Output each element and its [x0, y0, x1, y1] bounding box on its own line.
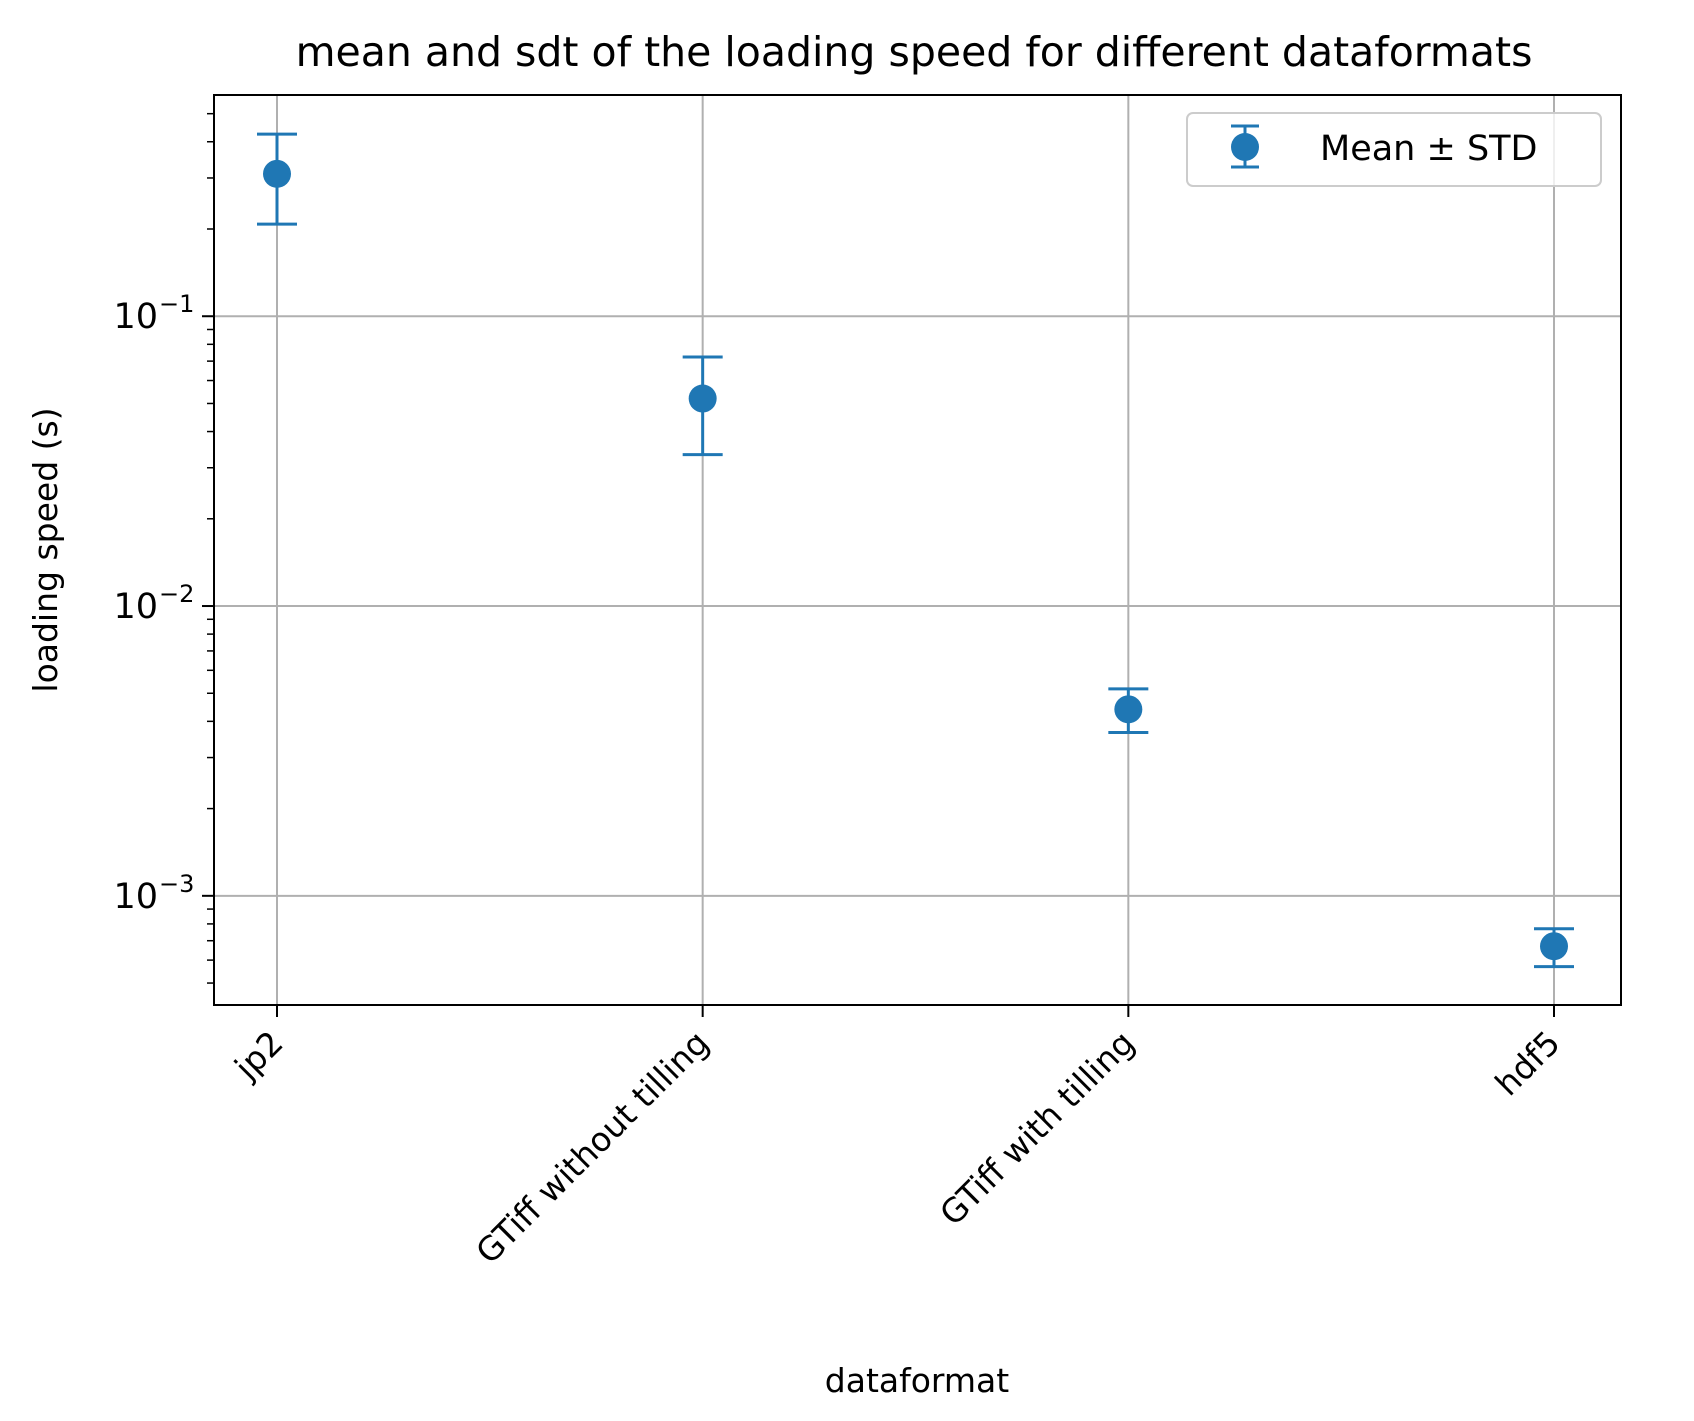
- chart-title: mean and sdt of the loading speed for di…: [296, 28, 1533, 76]
- y-tick-label-exponent: −2: [159, 580, 194, 608]
- legend-label: Mean ± STD: [1320, 129, 1538, 169]
- y-tick-label: 10: [113, 587, 158, 627]
- y-tick-label-exponent: −3: [159, 870, 194, 898]
- y-tick-label: 10: [113, 877, 158, 917]
- data-point: [1114, 695, 1143, 724]
- grid: [214, 95, 1621, 1005]
- y-tick-label-exponent: −1: [159, 290, 194, 318]
- data-point: [688, 384, 717, 413]
- x-axis-label: dataformat: [825, 1361, 1009, 1400]
- plot-frame: [213, 94, 1622, 1006]
- legend-frame: [1186, 112, 1602, 187]
- data-point: [263, 159, 291, 188]
- data-marks: [257, 132, 1574, 969]
- data-point: [1540, 932, 1568, 961]
- y-tick-label: 10: [113, 297, 158, 337]
- y-axis: 10−110−210−3: [113, 112, 214, 984]
- legend: Mean ± STD: [1186, 112, 1602, 187]
- y-axis-label: loading speed (s): [26, 407, 65, 692]
- legend-marker-point: [1231, 133, 1259, 161]
